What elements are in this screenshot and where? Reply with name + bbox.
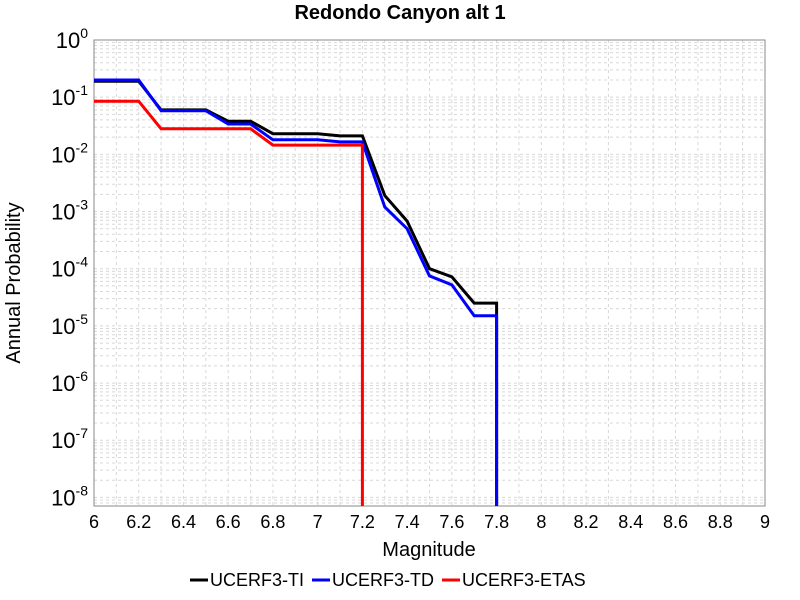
x-tick-label: 6 [89, 512, 99, 532]
y-tick-label: 10-5 [51, 311, 88, 339]
x-tick-label: 8.6 [663, 512, 688, 532]
x-tick-label: 8 [536, 512, 546, 532]
x-axis: 6 6.2 6.4 6.6 6.8 7 7.2 7.4 7.6 7.8 8 8.2 8.4 8.6 8.8 9 [89, 512, 770, 532]
legend-label: UCERF3-TD [332, 570, 434, 590]
legend-label: UCERF3-ETAS [462, 570, 586, 590]
x-tick-label: 8.4 [618, 512, 643, 532]
x-tick-label: 6.8 [260, 512, 285, 532]
legend: UCERF3-TI UCERF3-TD UCERF3-ETAS [190, 570, 586, 590]
x-axis-title: Magnitude [382, 539, 475, 561]
series-line-ucerf3-td [94, 78, 499, 506]
x-tick-label: 7 [313, 512, 323, 532]
x-tick-label: 6.2 [126, 512, 151, 532]
y-tick-label: 10-8 [51, 482, 88, 510]
chart-title: Redondo Canyon alt 1 [294, 2, 505, 24]
x-tick-label: 9 [760, 512, 770, 532]
y-tick-label: 10-3 [51, 197, 88, 225]
x-tick-label: 7.6 [439, 512, 464, 532]
plot-area [93, 39, 766, 507]
series-line-ucerf3-etas [94, 99, 364, 506]
x-tick-label: 7.8 [484, 512, 509, 532]
series-layer [94, 78, 499, 506]
x-tick-label: 8.2 [574, 512, 599, 532]
y-tick-label: 10-2 [51, 139, 88, 167]
y-tick-label: 10-4 [51, 254, 88, 282]
y-axis: 100 10-1 10-2 10-3 10-4 10-5 10-6 10-7 10-8 [51, 25, 88, 510]
y-tick-label: 10-6 [51, 368, 88, 396]
legend-label: UCERF3-TI [210, 570, 304, 590]
y-tick-label: 10-7 [51, 425, 88, 453]
x-tick-label: 8.8 [708, 512, 733, 532]
x-tick-label: 7.4 [395, 512, 420, 532]
x-tick-label: 6.4 [171, 512, 196, 532]
x-tick-label: 7.2 [350, 512, 375, 532]
x-tick-label: 6.6 [216, 512, 241, 532]
y-tick-label: 100 [56, 25, 88, 53]
y-axis-title: Annual Probability [3, 202, 25, 363]
grid [93, 39, 766, 506]
y-tick-label: 10-1 [51, 82, 88, 110]
